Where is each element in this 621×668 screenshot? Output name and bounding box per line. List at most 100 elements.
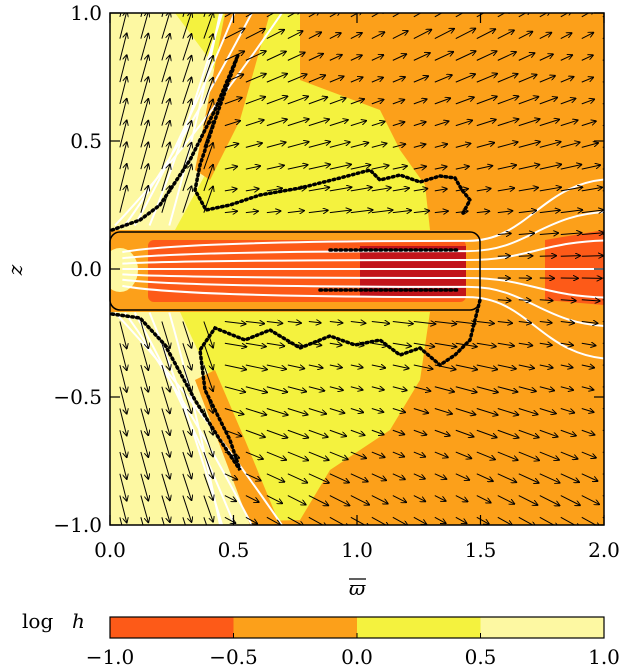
velocity-vector [392,409,406,413]
velocity-vector [560,165,582,170]
velocity-vector [119,495,127,523]
velocity-vector [266,386,288,392]
velocity-vector [161,495,170,523]
velocity-vector [245,516,258,523]
velocity-vector [140,99,149,126]
velocity-vector [140,55,149,83]
velocity-vector [203,143,213,170]
velocity-vector [581,233,604,235]
velocity-vector [434,321,457,324]
y-tick-label: −0.5 [53,385,102,409]
velocity-vector [455,97,474,105]
velocity-vector [119,386,127,414]
velocity-vector [224,189,237,191]
velocity-vector [371,165,389,170]
velocity-vector [539,210,560,213]
field-line [122,278,604,327]
velocity-vector [581,516,601,525]
velocity-vector [140,321,149,348]
velocity-vector [392,166,407,169]
velocity-vector [182,186,192,213]
velocity-vector [413,13,422,18]
velocity-vector [224,166,238,169]
velocity-vector [581,33,594,40]
velocity-vector [350,210,373,213]
velocity-vector [140,495,149,523]
velocity-vector [287,386,307,392]
velocity-vector [602,364,604,366]
velocity-vector [560,321,575,323]
colorbar-tick-label: −1.0 [86,645,135,668]
velocity-vector [476,74,498,83]
velocity-vector [308,142,330,148]
velocity-vector [518,142,540,148]
velocity-vector [371,321,390,323]
velocity-vector [392,473,405,480]
y-tick-label: 0.0 [70,257,102,281]
velocity-vector [413,516,427,524]
velocity-vector [266,165,284,170]
velocity-vector [245,429,265,437]
velocity-vector [308,321,321,322]
velocity-vector [455,473,470,480]
velocity-vector [224,495,236,502]
velocity-vector [182,473,192,501]
velocity-vector [581,187,603,192]
velocity-vector [560,365,573,368]
velocity-vector [182,451,192,479]
velocity-vector [140,343,149,370]
velocity-vector [224,121,240,127]
velocity-vector [266,451,287,460]
velocity-vector [560,429,576,436]
velocity-vector [539,233,559,234]
velocity-vector [476,166,493,170]
velocity-vector [203,13,213,39]
velocity-vector [539,76,555,83]
velocity-vector [518,119,540,127]
velocity-vector [371,365,386,368]
velocity-vector [413,429,427,435]
velocity-vector [581,451,596,458]
velocity-vector [392,54,407,61]
velocity-vector [581,121,596,127]
velocity-vector [329,451,348,459]
velocity-vector [392,210,412,212]
colorbar-bin [480,617,604,638]
velocity-vector [245,120,264,127]
velocity-vector [581,495,600,505]
velocity-vector [161,13,170,39]
field-line-upper [124,13,253,227]
velocity-vector [182,430,192,457]
velocity-vector [413,342,435,346]
velocity-vector [266,51,286,61]
velocity-vector [413,53,430,61]
velocity-vector [392,31,408,40]
x-tick-label: 1.0 [341,538,373,562]
velocity-vector [518,210,537,212]
velocity-vector [287,52,305,61]
velocity-vector [497,516,513,525]
velocity-vector [518,365,535,368]
x-tick-label: 2.0 [588,538,620,562]
velocity-vector [455,28,476,40]
velocity-vector [119,142,127,170]
velocity-vector [581,387,594,390]
velocity-vector [497,165,517,170]
velocity-vector [413,122,426,126]
velocity-vector [455,166,469,169]
velocity-vector [350,429,365,435]
velocity-vector [266,74,287,83]
y-tick-label: 0.5 [70,129,102,153]
velocity-vector [350,387,363,390]
velocity-vector [329,142,350,148]
velocity-vector [602,255,604,257]
velocity-vector [434,429,450,435]
velocity-vector [140,142,149,170]
velocity-vector [392,77,405,83]
velocity-vector [329,429,347,436]
velocity-vector [161,55,170,83]
velocity-vector [119,13,127,39]
velocity-vector [560,495,580,506]
velocity-vector [560,142,580,148]
velocity-vector [476,51,497,61]
